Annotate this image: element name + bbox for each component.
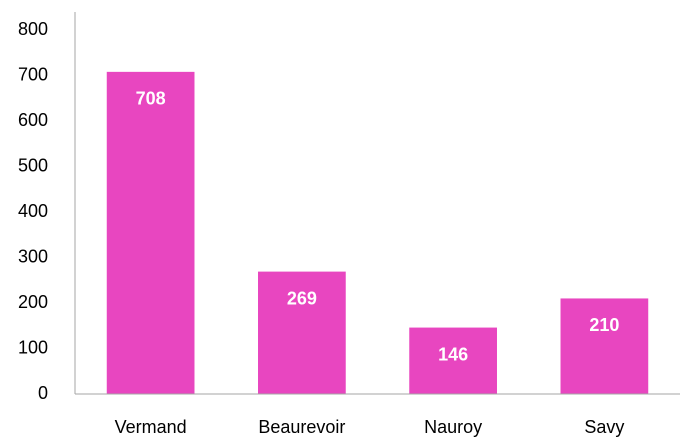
value-label: 708: [136, 89, 166, 109]
y-tick-label: 400: [18, 201, 48, 221]
y-tick-label: 800: [18, 19, 48, 39]
bar: [258, 271, 346, 394]
y-tick-label: 600: [18, 110, 48, 130]
value-label: 210: [589, 315, 619, 335]
y-tick-label: 200: [18, 292, 48, 312]
bar: [106, 71, 195, 395]
y-tick-label: 500: [18, 155, 48, 175]
x-tick-label: Beaurevoir: [258, 417, 345, 437]
y-tick-label: 300: [18, 246, 48, 266]
value-label: 146: [438, 344, 468, 364]
bar: [560, 298, 649, 394]
y-tick-label: 700: [18, 64, 48, 84]
value-label: 269: [287, 288, 317, 308]
y-tick-label: 100: [18, 337, 48, 357]
y-tick-label: 0: [38, 383, 48, 403]
x-tick-label: Nauroy: [424, 417, 482, 437]
x-tick-label: Vermand: [115, 417, 187, 437]
x-tick-label: Savy: [584, 417, 624, 437]
bar: [409, 327, 497, 394]
